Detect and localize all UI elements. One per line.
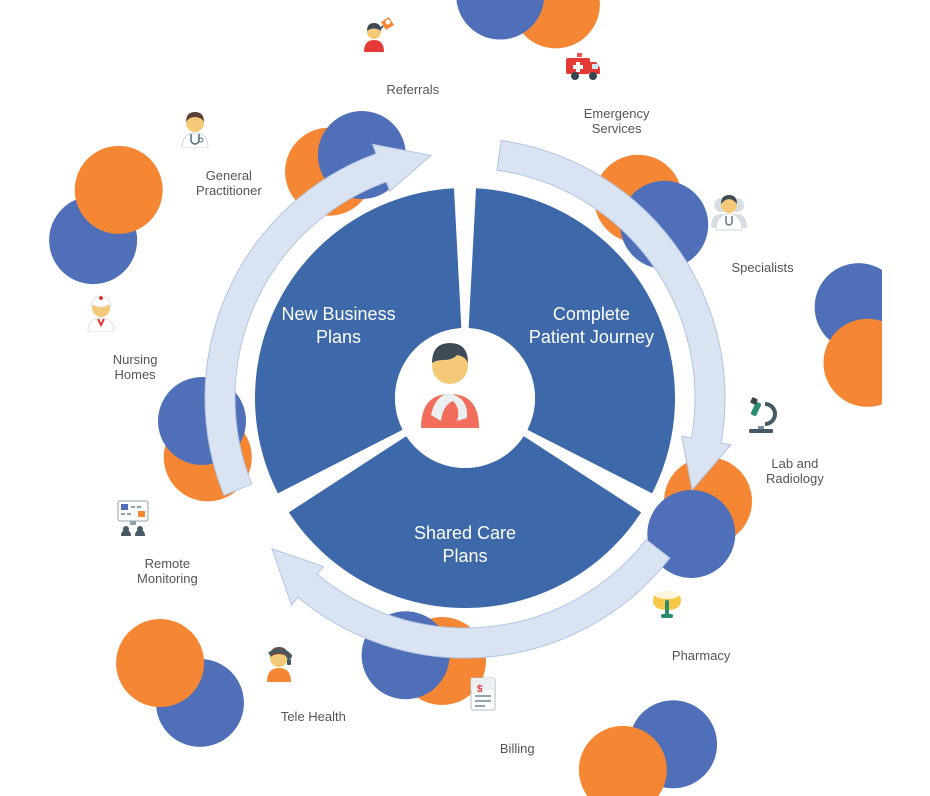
billing-icon: $ [497,698,537,738]
outer-node-6: RemoteMonitoring [113,496,221,604]
segment-label-0: CompletePatient Journey [516,303,666,350]
pharmacy-icon [681,605,721,645]
referrals-icon [393,39,433,79]
patient-avatar [405,338,525,458]
diagram-stage: CompletePatient Journey Shared CarePlans N… [48,0,882,796]
outer-node-label-4: Billing [500,742,535,757]
microscope-icon [775,413,815,453]
outer-node-label-0: EmergencyServices [584,107,650,137]
specialists-icon [743,217,783,257]
outer-node-label-2: Lab andRadiology [766,457,824,487]
segment-label-2: New BusinessPlans [264,303,414,350]
outer-node-0: EmergencyServices [563,46,671,154]
outer-node-label-6: RemoteMonitoring [137,557,198,587]
segment-label-1: Shared CarePlans [390,522,540,569]
nurse-icon [115,309,155,349]
doctor-icon [209,125,249,165]
outer-node-label-9: Referrals [386,83,439,98]
outer-node-label-1: Specialists [732,261,794,276]
outer-node-4: $ Billing [463,674,571,782]
outer-node-label-7: NursingHomes [113,353,158,383]
outer-node-5: Tele Health [259,642,367,750]
outer-node-2: Lab andRadiology [741,396,849,504]
monitoring-icon [147,513,187,553]
outer-node-label-3: Pharmacy [672,649,731,664]
outer-node-1: Specialists [709,192,817,300]
ambulance-icon [597,63,637,103]
outer-node-label-8: GeneralPractitioner [196,169,262,199]
outer-node-8: GeneralPractitioner [175,108,283,216]
outer-node-3: Pharmacy [647,580,755,688]
outer-node-9: Referrals [359,14,467,122]
outer-node-7: NursingHomes [81,292,189,400]
outer-node-label-5: Tele Health [281,710,346,725]
telehealth-icon [293,666,333,706]
svg-text:$: $ [477,684,483,695]
